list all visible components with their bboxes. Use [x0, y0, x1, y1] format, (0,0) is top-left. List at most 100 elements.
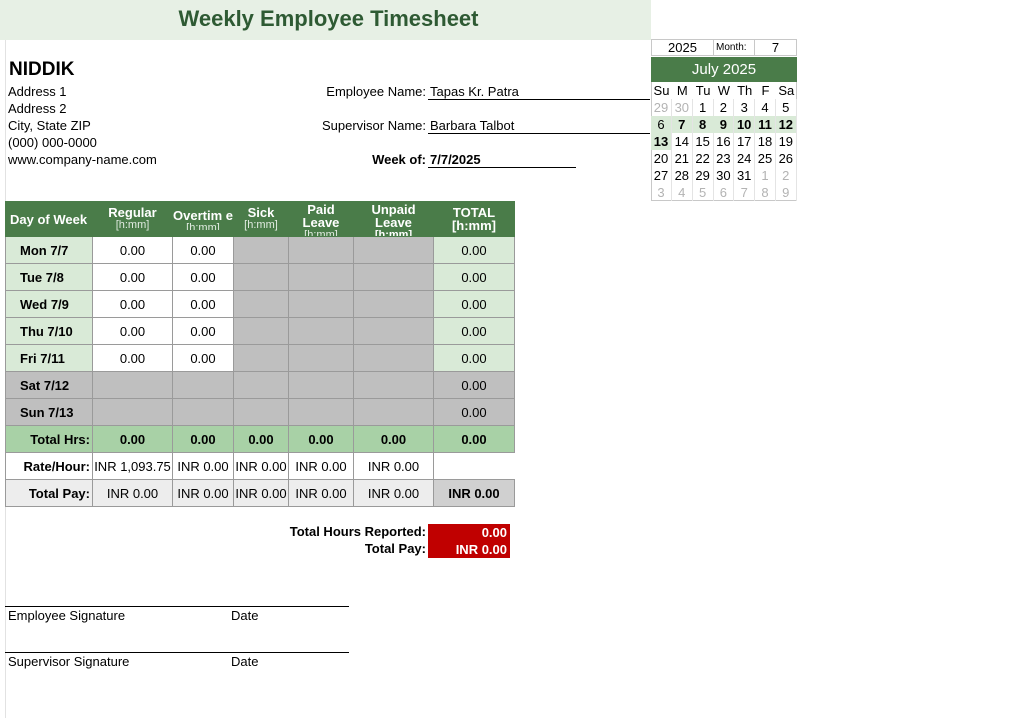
paid-leave-cell[interactable]	[287, 263, 354, 291]
calendar-day[interactable]: 4	[755, 99, 776, 116]
calendar-day[interactable]: 7	[671, 116, 693, 133]
calendar-day[interactable]: 2	[776, 167, 797, 184]
sick-hours-cell[interactable]	[232, 290, 289, 318]
regular-hours-cell[interactable]: 0.00	[92, 263, 173, 291]
calendar-day[interactable]: 8	[692, 116, 714, 133]
overtime-hours-cell[interactable]: 0.00	[172, 344, 234, 372]
employee-date-label[interactable]: Date	[231, 608, 259, 623]
overtime-hours-cell[interactable]: 0.00	[172, 290, 234, 318]
employee-name-field[interactable]: Tapas Kr. Patra	[428, 84, 650, 100]
calendar-day[interactable]: 30	[713, 167, 735, 184]
calendar-day[interactable]: 17	[734, 133, 756, 150]
rate-unpaid-leave[interactable]: INR 0.00	[352, 452, 434, 480]
calendar-day[interactable]: 3	[734, 99, 756, 116]
week-of-field[interactable]: 7/7/2025	[428, 152, 576, 168]
company-website[interactable]: www.company-name.com	[8, 152, 157, 167]
paid-leave-cell[interactable]	[287, 344, 354, 372]
calendar-day[interactable]: 30	[672, 99, 693, 116]
paid-leave-cell[interactable]	[287, 290, 354, 318]
calendar-day[interactable]: 24	[734, 150, 756, 167]
paid-leave-cell[interactable]	[287, 317, 354, 345]
supervisor-signature-label[interactable]: Supervisor Signature	[8, 654, 130, 669]
unpaid-leave-cell[interactable]	[352, 263, 434, 291]
rate-overtime[interactable]: INR 0.00	[172, 452, 234, 480]
calendar-day[interactable]: 10	[734, 116, 756, 133]
calendar-day[interactable]: 18	[755, 133, 776, 150]
calendar-day[interactable]: 9	[713, 116, 735, 133]
calendar-day[interactable]: 7	[734, 184, 756, 201]
calendar-day[interactable]: 20	[651, 150, 672, 167]
calendar-day[interactable]: 27	[651, 167, 672, 184]
calendar-day[interactable]: 29	[651, 99, 672, 116]
calendar-day[interactable]: 19	[776, 133, 797, 150]
calendar-day[interactable]: 3	[651, 184, 672, 201]
calendar-day[interactable]: 14	[672, 133, 693, 150]
calendar-day[interactable]: 12	[775, 116, 797, 133]
calendar-day[interactable]: 15	[693, 133, 714, 150]
sick-hours-cell[interactable]	[232, 371, 289, 399]
rate-regular[interactable]: INR 1,093.75	[92, 452, 173, 480]
calendar-day[interactable]: 1	[693, 99, 714, 116]
unpaid-leave-cell[interactable]	[352, 236, 434, 264]
company-phone[interactable]: (000) 000-0000	[8, 135, 97, 150]
calendar-day[interactable]: 1	[755, 167, 776, 184]
calendar-day[interactable]: 5	[693, 184, 714, 201]
sick-hours-cell[interactable]	[232, 236, 289, 264]
company-city[interactable]: City, State ZIP	[8, 118, 91, 133]
calendar-day[interactable]: 26	[776, 150, 797, 167]
calendar-day[interactable]: 29	[693, 167, 714, 184]
unpaid-leave-cell[interactable]	[352, 371, 434, 399]
regular-hours-cell[interactable]: 0.00	[92, 317, 173, 345]
calendar-day[interactable]: 4	[672, 184, 693, 201]
unpaid-leave-cell[interactable]	[352, 398, 434, 426]
company-address2[interactable]: Address 2	[8, 101, 67, 116]
unpaid-leave-cell[interactable]	[352, 317, 434, 345]
rate-paid-leave[interactable]: INR 0.00	[287, 452, 354, 480]
overtime-hours-cell[interactable]: 0.00	[172, 317, 234, 345]
unpaid-leave-cell[interactable]	[352, 344, 434, 372]
summary-total-pay-label: Total Pay:	[364, 541, 426, 556]
overtime-hours-cell[interactable]: 0.00	[172, 236, 234, 264]
calendar-day[interactable]: 22	[693, 150, 714, 167]
calendar-day[interactable]: 11	[755, 116, 776, 133]
calendar-day[interactable]: 23	[713, 150, 735, 167]
unpaid-leave-cell[interactable]	[352, 290, 434, 318]
calendar-day[interactable]: 6	[713, 184, 735, 201]
paid-leave-cell[interactable]	[287, 236, 354, 264]
regular-hours-cell[interactable]: 0.00	[92, 236, 173, 264]
regular-hours-cell[interactable]: 0.00	[92, 290, 173, 318]
calendar-day[interactable]: 6	[651, 116, 672, 133]
regular-hours-cell[interactable]	[92, 371, 173, 399]
overtime-hours-cell[interactable]	[172, 398, 234, 426]
regular-hours-cell[interactable]	[92, 398, 173, 426]
calendar-day[interactable]: 25	[755, 150, 776, 167]
paid-leave-cell[interactable]	[287, 398, 354, 426]
calendar-month-field[interactable]: 7	[754, 39, 797, 56]
calendar-day[interactable]: 8	[755, 184, 776, 201]
overtime-hours-cell[interactable]	[172, 371, 234, 399]
company-address1[interactable]: Address 1	[8, 84, 67, 99]
calendar-day[interactable]: 5	[776, 99, 797, 116]
sick-hours-cell[interactable]	[232, 317, 289, 345]
supervisor-date-label[interactable]: Date	[231, 654, 259, 669]
sick-hours-cell[interactable]	[232, 344, 289, 372]
calendar-day[interactable]: 21	[672, 150, 693, 167]
calendar-year-field[interactable]: 2025	[651, 39, 714, 56]
company-name[interactable]: NIDDIK	[9, 59, 75, 80]
calendar-day[interactable]: 31	[734, 167, 756, 184]
regular-hours-cell[interactable]: 0.00	[92, 344, 173, 372]
calendar-day[interactable]: 13	[651, 133, 672, 150]
calendar-day[interactable]: 28	[672, 167, 693, 184]
calendar-day[interactable]: 9	[776, 184, 797, 201]
supervisor-name-field[interactable]: Barbara Talbot	[428, 118, 650, 134]
employee-signature-label[interactable]: Employee Signature	[8, 608, 126, 623]
rate-sick[interactable]: INR 0.00	[232, 452, 289, 480]
calendar-day[interactable]: 2	[713, 99, 735, 116]
calendar-day[interactable]: 16	[713, 133, 735, 150]
sick-hours-cell[interactable]	[232, 398, 289, 426]
total-pay-row: Total Pay: INR 0.00 INR 0.00 INR 0.00 IN…	[5, 479, 515, 507]
overtime-hours-cell[interactable]: 0.00	[172, 263, 234, 291]
paid-leave-cell[interactable]	[287, 371, 354, 399]
sick-hours-cell[interactable]	[232, 263, 289, 291]
header-day-of-week: Day of Week	[5, 201, 93, 237]
